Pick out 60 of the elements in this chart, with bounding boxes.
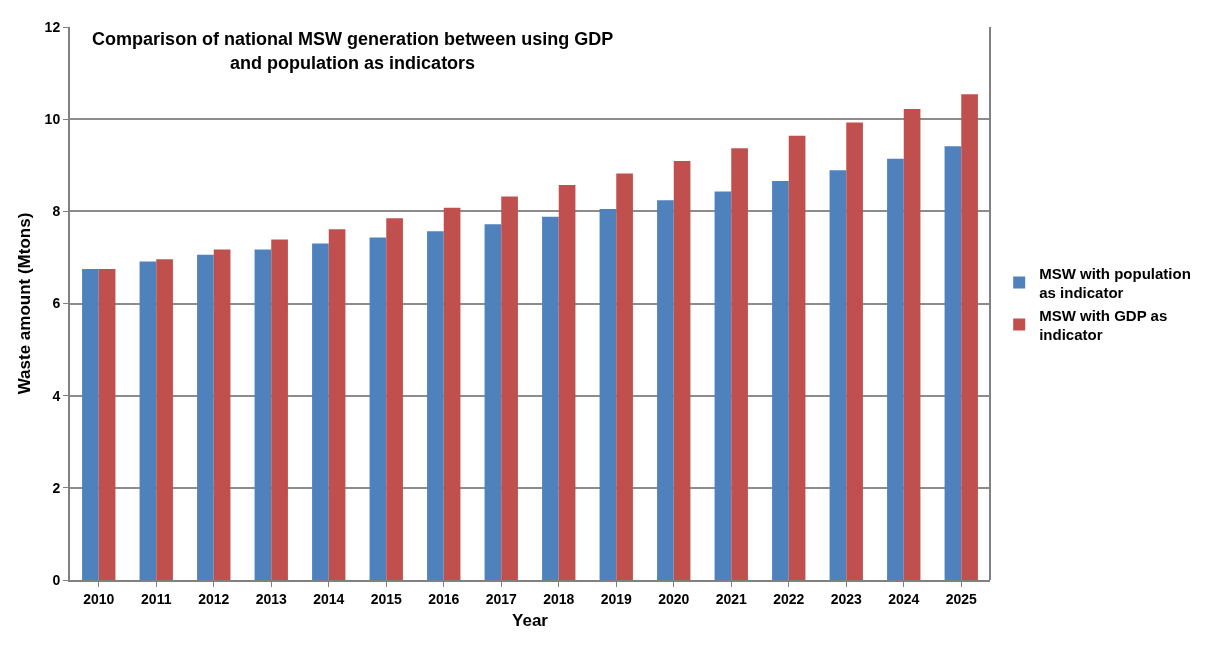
bar (673, 161, 691, 580)
legend-label: MSW with GDP as indicator (1039, 306, 1168, 344)
y-tick-label: 4 (52, 387, 61, 404)
bar (139, 261, 157, 580)
bar (82, 268, 99, 580)
bar (903, 109, 921, 580)
x-tick-label: 2020 (658, 590, 690, 607)
bar (558, 185, 576, 580)
bar (98, 268, 116, 580)
x-tick-label: 2021 (715, 590, 748, 607)
bar (772, 180, 789, 580)
y-tick-label: 8 (52, 203, 61, 220)
x-tick-label: 2019 (600, 590, 633, 607)
x-tick-label: 2011 (141, 590, 172, 607)
y-tick-label: 10 (44, 111, 61, 128)
bar (328, 229, 346, 580)
bar (369, 237, 387, 580)
x-tick-label: 2025 (945, 590, 978, 607)
x-tick-label: 2018 (543, 590, 575, 607)
bar (213, 249, 231, 580)
bar (961, 94, 978, 580)
x-tick-label: 2014 (313, 590, 345, 607)
bar (254, 249, 272, 580)
y-tick-label: 6 (52, 295, 61, 312)
y-tick-label: 0 (52, 571, 61, 588)
bar (271, 239, 288, 580)
legend-label: MSW with population as indicator (1039, 264, 1191, 302)
bar (616, 173, 633, 580)
x-tick-label: 2015 (370, 590, 403, 607)
x-tick-label: 2022 (773, 590, 805, 607)
bar (887, 158, 904, 580)
text: Comparison of national MSW generation between using GDP and population as indicators (92, 29, 614, 73)
x-tick-label: 2013 (255, 590, 288, 607)
bar (829, 170, 847, 580)
bar (443, 207, 461, 580)
x-axis-title: Year (512, 610, 549, 630)
bar (312, 243, 329, 580)
bar (197, 254, 214, 580)
x-tick-label: 2012 (198, 590, 230, 607)
bar (484, 224, 502, 580)
x-tick-label: 2017 (485, 590, 518, 607)
y-axis-title: Waste amount (Mtons) (14, 212, 34, 395)
x-tick-label: 2024 (888, 590, 920, 607)
bar (386, 218, 403, 580)
y-tick-label: 12 (44, 18, 61, 35)
bar (599, 209, 617, 580)
bar (156, 259, 173, 580)
x-tick-label: 2010 (83, 590, 115, 607)
x-tick-label: 2023 (830, 590, 863, 607)
bar (501, 196, 518, 580)
bar (714, 191, 732, 580)
bar (657, 200, 674, 580)
bar (846, 122, 863, 580)
x-tick-label: 2016 (428, 590, 460, 607)
bar (944, 146, 962, 580)
bar (427, 231, 444, 580)
bar (731, 148, 748, 580)
bar (542, 216, 559, 580)
bar (788, 135, 806, 580)
y-tick-label: 2 (52, 479, 61, 496)
